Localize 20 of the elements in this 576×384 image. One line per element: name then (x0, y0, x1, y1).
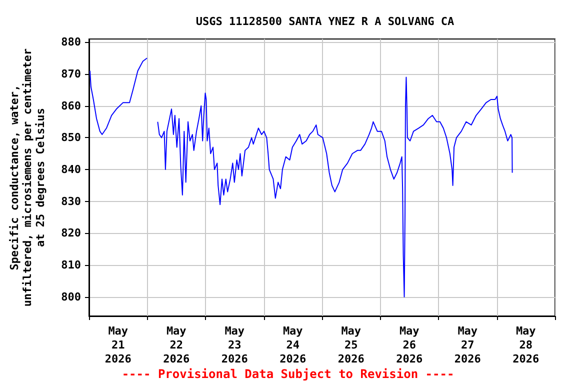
y-tick-label: 860 (61, 99, 81, 112)
x-tick-label: May 27 2026 (454, 324, 482, 366)
y-tick-label: 850 (61, 131, 81, 144)
y-tick-label: 880 (61, 36, 81, 49)
x-tick-label: May 25 2026 (338, 324, 365, 366)
text: ---- Provisional Data Subject to Revision ---- (122, 367, 454, 381)
y-tick-label: 870 (61, 68, 81, 81)
y-tick-label: 840 (61, 163, 81, 176)
x-tick-label: May 24 2026 (280, 324, 306, 366)
x-tick-label: May 23 2026 (221, 324, 248, 366)
y-tick-label: 830 (61, 194, 81, 208)
x-tick-label: May 26 2026 (396, 324, 423, 366)
x-tick-label: May 21 2026 (104, 324, 132, 366)
y-tick-label: 820 (61, 226, 81, 240)
x-tick-label: May 28 2026 (512, 324, 540, 366)
y-tick-label: 810 (61, 258, 81, 272)
y-tick-label: 800 (61, 290, 81, 304)
y-axis-title: Specific conductance, water, unfiltered, microsiemens per centimeter at 25 degrees Celsius (8, 48, 47, 307)
x-tick-label: May 22 2026 (163, 324, 190, 366)
chart-title: USGS 11128500 SANTA YNEZ R A SOLVANG CA (196, 15, 455, 28)
